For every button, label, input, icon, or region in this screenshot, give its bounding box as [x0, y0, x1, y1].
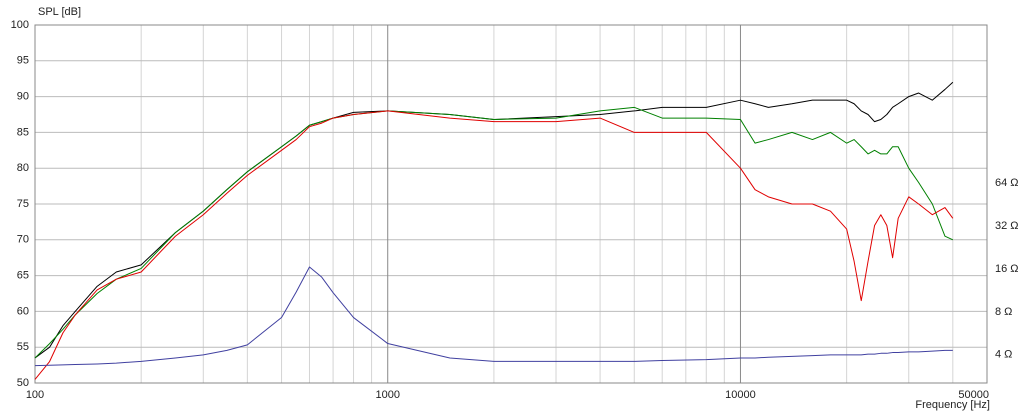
y-tick-label: 95: [17, 55, 29, 67]
y2-tick-label: 16 Ω: [995, 263, 1019, 275]
y2-tick-label: 4 Ω: [995, 349, 1012, 361]
y2-tick-label: 64 Ω: [995, 177, 1019, 189]
y-tick-label: 100: [11, 19, 29, 31]
y-tick-label: 70: [17, 234, 29, 246]
x-tick-label: 1000: [375, 389, 399, 401]
y-tick-label: 60: [17, 305, 29, 317]
x-axis-label: Frequency [Hz]: [915, 399, 990, 411]
y-tick-label: 80: [17, 162, 29, 174]
y2-tick-label: 32 Ω: [995, 220, 1019, 232]
y-tick-label: 55: [17, 341, 29, 353]
y-tick-label: 90: [17, 91, 29, 103]
x-tick-label: 50000: [958, 389, 989, 401]
x-tick-label: 100: [26, 389, 44, 401]
x-tick-label: 10000: [725, 389, 756, 401]
plot-frame: [34, 24, 988, 384]
series-line: [34, 106, 954, 359]
y-tick-label: 65: [17, 270, 29, 282]
y-tick-label: 50: [17, 377, 29, 389]
y-axis-label: SPL [dB]: [38, 6, 81, 18]
y-tick-label: 85: [17, 126, 29, 138]
series-line: [34, 110, 954, 380]
y2-tick-label: 8 Ω: [995, 306, 1012, 318]
y-tick-label: 75: [17, 198, 29, 210]
series-line: [34, 266, 953, 367]
